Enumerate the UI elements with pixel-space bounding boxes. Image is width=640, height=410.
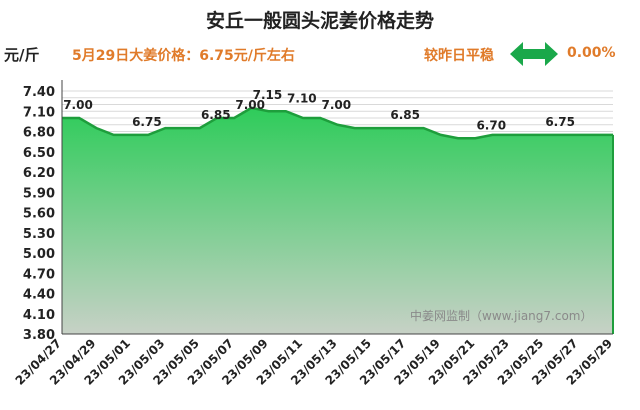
data-label: 7.00 [63, 98, 93, 112]
data-label: 7.00 [321, 98, 351, 112]
compare-value: 0.00% [567, 45, 616, 61]
y-tick-label: 5.30 [23, 227, 55, 242]
y-tick-label: 6.20 [23, 166, 55, 181]
unit-label: 元/斤 [4, 46, 40, 64]
compare-label: 较昨日平稳 [424, 48, 494, 64]
data-label: 6.75 [545, 115, 575, 129]
chart-title: 安丘一般圆头泥姜价格走势 [205, 10, 434, 32]
y-tick-label: 6.50 [23, 146, 55, 161]
data-label: 6.85 [390, 108, 420, 122]
y-tick-label: 5.90 [23, 186, 55, 201]
y-tick-label: 5.00 [23, 247, 55, 262]
y-tick-label: 5.60 [23, 207, 55, 222]
watermark: 中姜网监制（www.jiang7.com） [410, 308, 592, 323]
data-label: 6.75 [132, 115, 162, 129]
y-tick-label: 3.80 [23, 328, 55, 343]
price-line [62, 106, 613, 140]
data-label: 6.85 [201, 108, 231, 122]
price-note: 5月29日大姜价格：6.75元/斤左右 [72, 48, 295, 64]
price-area [62, 107, 613, 334]
double-arrow-icon [510, 42, 558, 66]
y-tick-label: 4.10 [23, 308, 55, 323]
y-tick-label: 6.80 [23, 126, 55, 141]
data-label: 7.10 [287, 91, 317, 105]
y-tick-label: 4.40 [23, 288, 55, 303]
y-tick-label: 7.10 [23, 105, 55, 120]
data-label: 7.15 [253, 88, 283, 102]
y-tick-label: 4.70 [23, 267, 55, 282]
data-label: 7.00 [235, 98, 265, 112]
y-tick-label: 7.40 [23, 85, 55, 100]
data-label: 6.70 [476, 118, 506, 132]
